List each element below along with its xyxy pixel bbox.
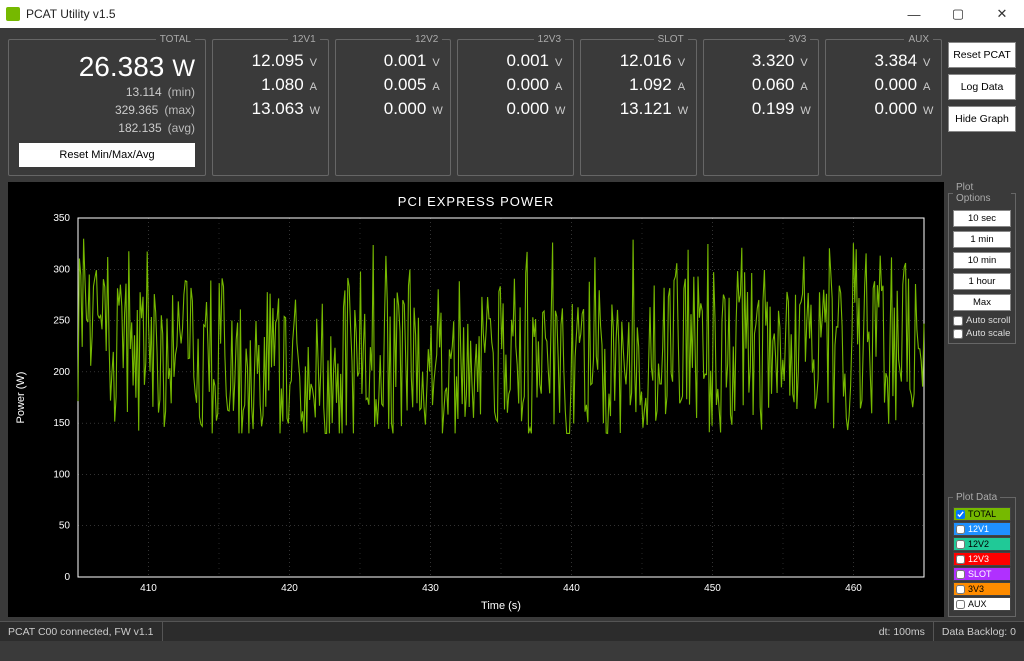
total-min-lbl: (min) [168, 83, 195, 101]
time-range-button-1-min[interactable]: 1 min [953, 231, 1011, 248]
plot-data-legend: Plot Data [953, 492, 1000, 503]
total-value: 26.383 [79, 51, 165, 83]
rail-voltage: 0.001 [506, 49, 549, 73]
svg-text:440: 440 [563, 583, 580, 594]
svg-text:410: 410 [140, 583, 157, 594]
total-unit: W [172, 55, 195, 83]
rail-legend: SLOT [654, 34, 688, 45]
rail-legend: 12V2 [411, 34, 442, 45]
total-min: 13.114 [126, 83, 162, 101]
rail-panel-12v2: 12V20.001V0.005A0.000W [335, 34, 452, 176]
hide-graph-button[interactable]: Hide Graph [948, 106, 1016, 132]
rail-current: 1.080 [261, 73, 304, 97]
svg-text:300: 300 [53, 264, 70, 275]
rail-voltage: 0.001 [384, 49, 427, 73]
rail-power: 0.000 [384, 97, 427, 121]
rail-current: 0.000 [506, 73, 549, 97]
svg-text:Power (W): Power (W) [15, 372, 27, 424]
svg-text:0: 0 [64, 572, 70, 583]
rail-legend: 12V1 [288, 34, 319, 45]
rail-current: 0.000 [874, 73, 917, 97]
status-backlog: Data Backlog: 0 [934, 622, 1024, 641]
maximize-button[interactable]: ▢ [936, 0, 980, 28]
plot-data-panel: Plot Data TOTAL12V112V212V3SLOT3V3AUX [948, 492, 1016, 617]
minimize-button[interactable]: — [892, 0, 936, 28]
plot-series-toggle-slot[interactable]: SLOT [953, 567, 1011, 581]
app-logo-icon [6, 7, 20, 21]
rail-voltage: 12.016 [620, 49, 672, 73]
rails-container: 12V112.095V1.080A13.063W12V20.001V0.005A… [212, 34, 942, 176]
svg-text:430: 430 [422, 583, 439, 594]
svg-text:200: 200 [53, 367, 70, 378]
rail-voltage: 3.320 [752, 49, 795, 73]
svg-text:100: 100 [53, 469, 70, 480]
total-max: 329.365 [115, 101, 158, 119]
rail-power: 13.121 [620, 97, 672, 121]
status-dt: dt: 100ms [871, 622, 934, 641]
time-range-button-max[interactable]: Max [953, 294, 1011, 311]
svg-text:50: 50 [59, 521, 71, 532]
total-max-lbl: (max) [164, 101, 195, 119]
plot-series-toggle-3v3[interactable]: 3V3 [953, 582, 1011, 596]
auto-scale-checkbox[interactable]: Auto scale [953, 328, 1011, 339]
plot-area[interactable]: PCI EXPRESS POWER 4104204304404504600501… [8, 182, 944, 617]
reset-pcat-button[interactable]: Reset PCAT [948, 42, 1016, 68]
rail-power: 0.199 [752, 97, 795, 121]
svg-text:150: 150 [53, 418, 70, 429]
time-range-button-10-min[interactable]: 10 min [953, 252, 1011, 269]
plot-svg: 410 420 430 440 450 460 0 50 100 150 200 250 300 350 T… [8, 182, 944, 617]
window-title: PCAT Utility v1.5 [26, 7, 892, 21]
plot-series-toggle-aux[interactable]: AUX [953, 597, 1011, 611]
svg-text:450: 450 [704, 583, 721, 594]
status-connection: PCAT C00 connected, FW v1.1 [0, 622, 163, 641]
rail-current: 0.060 [752, 73, 795, 97]
rail-legend: AUX [904, 34, 933, 45]
plot-series-toggle-12v1[interactable]: 12V1 [953, 522, 1011, 536]
rail-panel-12v1: 12V112.095V1.080A13.063W [212, 34, 329, 176]
rail-panel-aux: AUX3.384V0.000A0.000W [825, 34, 942, 176]
rail-legend: 12V3 [534, 34, 565, 45]
rail-power: 13.063 [252, 97, 304, 121]
total-panel: TOTAL 26.383 W 13.114(min) 329.365(max) … [8, 34, 206, 176]
plot-series-toggle-12v2[interactable]: 12V2 [953, 537, 1011, 551]
time-range-button-1-hour[interactable]: 1 hour [953, 273, 1011, 290]
close-button[interactable]: ✕ [980, 0, 1024, 28]
actions-column: Reset PCAT Log Data Hide Graph [948, 34, 1016, 176]
total-avg: 182.135 [118, 119, 161, 137]
rail-panel-3v3: 3V33.320V0.060A0.199W [703, 34, 820, 176]
plot-options-panel: Plot Options 10 sec1 min10 min1 hourMax … [948, 182, 1016, 344]
rail-voltage: 12.095 [252, 49, 304, 73]
plot-options-legend: Plot Options [953, 182, 1011, 204]
total-avg-lbl: (avg) [168, 119, 195, 137]
svg-text:350: 350 [53, 213, 70, 224]
rail-power: 0.000 [874, 97, 917, 121]
status-bar: PCAT C00 connected, FW v1.1 dt: 100ms Da… [0, 621, 1024, 641]
rail-current: 0.005 [384, 73, 427, 97]
svg-text:460: 460 [845, 583, 862, 594]
rail-legend: 3V3 [785, 34, 811, 45]
reset-minmaxavg-button[interactable]: Reset Min/Max/Avg [19, 143, 195, 167]
auto-scroll-checkbox[interactable]: Auto scroll [953, 315, 1011, 326]
rail-voltage: 3.384 [874, 49, 917, 73]
rail-power: 0.000 [506, 97, 549, 121]
total-legend: TOTAL [156, 34, 195, 45]
rail-panel-12v3: 12V30.001V0.000A0.000W [457, 34, 574, 176]
rail-current: 1.092 [629, 73, 672, 97]
svg-text:250: 250 [53, 316, 70, 327]
time-range-button-10-sec[interactable]: 10 sec [953, 210, 1011, 227]
svg-text:420: 420 [281, 583, 298, 594]
plot-series-toggle-12v3[interactable]: 12V3 [953, 552, 1011, 566]
log-data-button[interactable]: Log Data [948, 74, 1016, 100]
titlebar: PCAT Utility v1.5 — ▢ ✕ [0, 0, 1024, 28]
rail-panel-slot: SLOT12.016V1.092A13.121W [580, 34, 697, 176]
plot-series-toggle-total[interactable]: TOTAL [953, 507, 1011, 521]
svg-text:Time (s): Time (s) [481, 600, 521, 612]
